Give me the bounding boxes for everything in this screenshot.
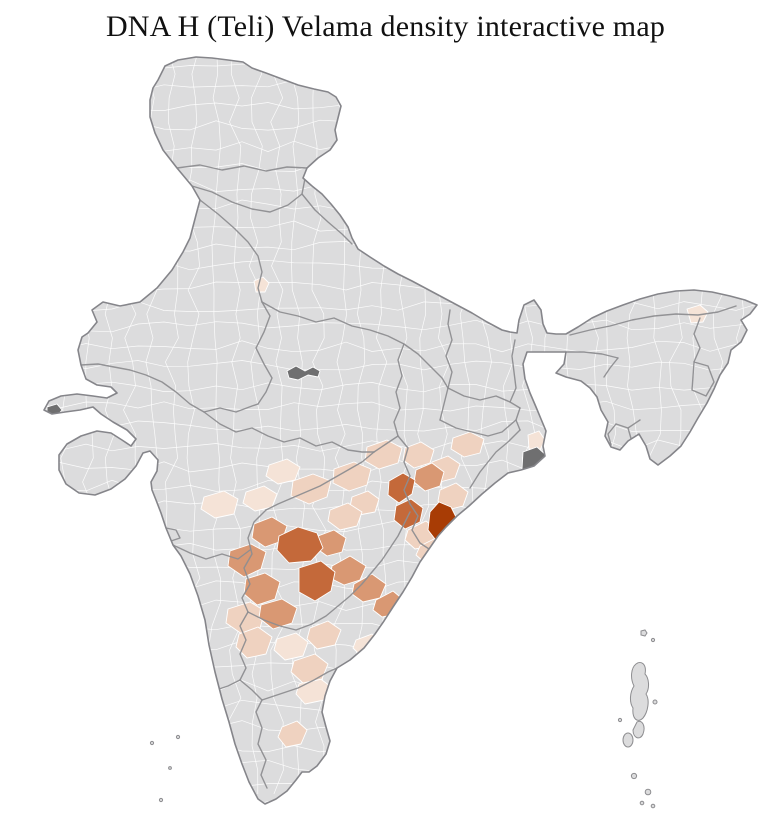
district-grid-line [44, 100, 757, 113]
district-shape[interactable] [273, 632, 309, 661]
district-grid-line [248, 57, 263, 795]
dark-delta-patch [521, 446, 547, 478]
district-grid-line [44, 179, 757, 193]
district-grid-line [44, 140, 757, 152]
district-shape[interactable] [402, 441, 435, 469]
district-shape[interactable] [437, 482, 469, 511]
andaman-nicobar-islands[interactable] [617, 629, 658, 809]
district-grid-line [44, 620, 757, 633]
district-grid-line [44, 199, 757, 212]
district-grid-line [564, 57, 578, 795]
district-grid-line [44, 300, 757, 312]
page-title: DNA H (Teli) Velama density interactive … [105, 10, 666, 43]
district-grid-line [44, 60, 757, 73]
district-shape[interactable] [276, 526, 324, 564]
district-shape[interactable] [200, 490, 239, 519]
district-shape[interactable] [298, 560, 336, 602]
district-shape[interactable] [364, 439, 403, 470]
district-grid-line [44, 680, 757, 692]
district-grid-line [542, 57, 557, 795]
district-shape[interactable] [290, 653, 329, 684]
district-grid-line [270, 57, 284, 795]
district-shape[interactable] [290, 473, 332, 505]
district-grid-line [44, 159, 757, 172]
district-shape[interactable] [390, 604, 422, 632]
district-grid-line [44, 119, 757, 132]
district-grid-line [44, 400, 757, 412]
district-grid-line [44, 599, 757, 612]
district-shape[interactable] [277, 720, 308, 748]
district-grid-line [710, 57, 726, 795]
dark-river-patch [286, 365, 321, 381]
district-grid-line [44, 779, 757, 792]
district-grid-line [60, 57, 74, 795]
district-grid-line [731, 57, 746, 795]
district-grid-line [44, 239, 757, 253]
district-grid-line [753, 57, 757, 795]
district-grid-line [44, 360, 757, 371]
district-grid-line [44, 79, 757, 93]
district-shape[interactable] [408, 574, 441, 601]
district-grid-line [44, 759, 757, 773]
district-grid-line [44, 659, 757, 672]
district-grid-line [44, 339, 757, 353]
district-shape[interactable] [306, 620, 342, 650]
district-shape[interactable] [686, 304, 709, 324]
district-grid-line [584, 57, 599, 795]
district-shape[interactable] [327, 502, 363, 531]
district-shape[interactable] [235, 626, 273, 659]
district-grid-line [44, 57, 53, 795]
district-grid-line [44, 259, 757, 271]
district-grid-line [44, 220, 757, 233]
district-grid-line [227, 57, 242, 795]
dark-delta-patch [533, 465, 548, 480]
lakshadweep-islands[interactable] [149, 734, 181, 803]
district-grid-line [44, 740, 757, 753]
district-shape[interactable] [332, 461, 372, 492]
state-borders [80, 164, 737, 789]
district-grid-line [44, 720, 757, 732]
district-shape[interactable] [227, 543, 267, 578]
district-grid-line [81, 57, 96, 795]
district-grid-line [44, 319, 757, 333]
district-grid-line [44, 420, 757, 433]
